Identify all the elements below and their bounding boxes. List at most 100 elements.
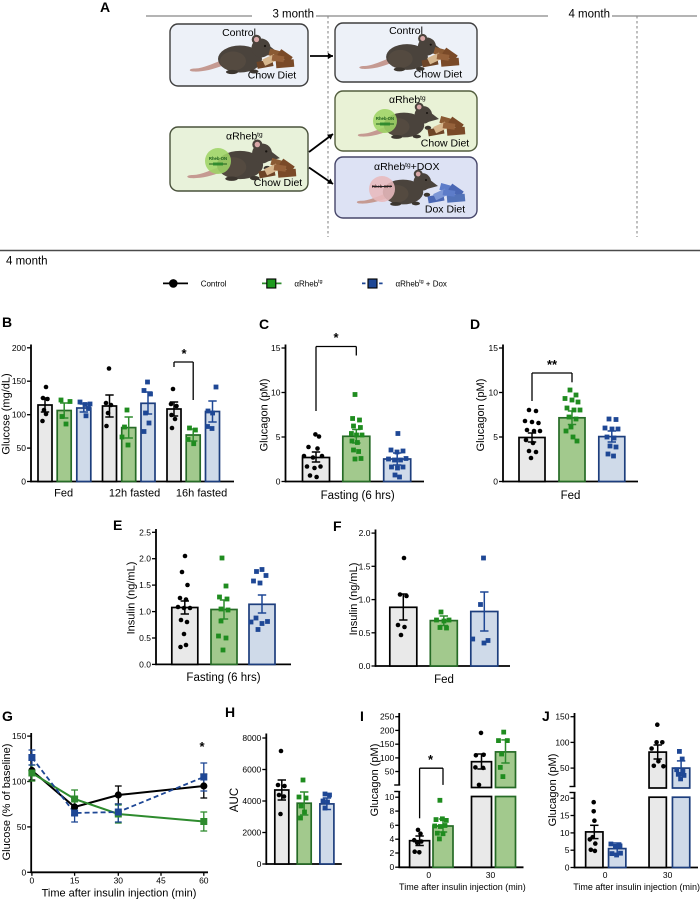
svg-text:0: 0	[21, 477, 26, 487]
svg-text:*: *	[428, 752, 434, 767]
svg-text:10: 10	[385, 792, 395, 802]
svg-text:0: 0	[493, 477, 498, 487]
svg-text:0.5: 0.5	[359, 628, 371, 638]
svg-text:15: 15	[271, 343, 281, 353]
svg-text:4 month: 4 month	[6, 256, 48, 268]
svg-text:10: 10	[271, 388, 281, 398]
svg-text:AUC: AUC	[229, 788, 241, 812]
svg-text:αRhebtg+DOX: αRhebtg+DOX	[374, 161, 439, 173]
svg-text:20: 20	[560, 793, 570, 803]
svg-text:3 month: 3 month	[272, 9, 314, 21]
svg-text:Chow Diet: Chow Diet	[248, 70, 297, 82]
svg-text:150: 150	[12, 731, 26, 741]
svg-text:2000: 2000	[242, 828, 261, 838]
svg-text:Time after insulin injection (: Time after insulin injection (min)	[399, 882, 526, 892]
svg-text:0: 0	[426, 870, 431, 880]
svg-text:50: 50	[560, 763, 570, 773]
svg-text:15: 15	[489, 343, 499, 353]
svg-text:8: 8	[389, 806, 394, 816]
svg-text:J: J	[542, 708, 550, 724]
svg-text:2: 2	[389, 848, 394, 858]
svg-text:Insulin (ng/mL): Insulin (ng/mL)	[348, 563, 360, 636]
svg-text:10: 10	[560, 828, 570, 838]
svg-text:Control: Control	[389, 25, 423, 37]
svg-text:150: 150	[555, 712, 569, 722]
svg-text:12h fasted: 12h fasted	[109, 488, 160, 500]
svg-text:30: 30	[663, 870, 673, 880]
svg-text:Time after insulin injection (: Time after insulin injection (min)	[42, 888, 197, 900]
svg-text:0: 0	[21, 867, 26, 877]
svg-text:150: 150	[380, 739, 394, 749]
svg-text:200: 200	[12, 343, 26, 353]
svg-text:*: *	[199, 739, 205, 754]
svg-text:5: 5	[276, 432, 281, 442]
svg-text:G: G	[2, 708, 13, 724]
svg-text:H: H	[225, 704, 235, 720]
svg-text:0: 0	[565, 863, 570, 873]
svg-text:0: 0	[30, 876, 35, 886]
svg-text:B: B	[2, 314, 12, 330]
svg-text:I: I	[360, 708, 364, 724]
svg-text:2.0: 2.0	[359, 528, 371, 538]
svg-text:4 month: 4 month	[568, 9, 610, 21]
svg-text:*: *	[333, 330, 339, 345]
svg-text:αRhebtg + Dox: αRhebtg + Dox	[396, 279, 447, 288]
svg-text:C: C	[259, 316, 269, 332]
svg-text:10: 10	[489, 388, 499, 398]
svg-text:100: 100	[380, 753, 394, 763]
svg-text:Dox Diet: Dox Diet	[425, 204, 465, 216]
svg-text:4000: 4000	[242, 796, 261, 806]
svg-text:Fed: Fed	[561, 490, 581, 502]
svg-text:2.5: 2.5	[139, 527, 151, 537]
svg-text:αRhebtg: αRhebtg	[389, 94, 426, 106]
svg-text:8000: 8000	[242, 733, 261, 743]
svg-text:0: 0	[389, 862, 394, 872]
svg-text:Glucose (mg/dL): Glucose (mg/dL)	[1, 373, 13, 454]
svg-text:100: 100	[555, 737, 569, 747]
svg-text:Glucagon (pM): Glucagon (pM)	[475, 379, 487, 452]
svg-text:100: 100	[12, 777, 26, 787]
svg-text:50: 50	[17, 822, 27, 832]
svg-text:Control: Control	[222, 27, 256, 39]
svg-text:250: 250	[380, 712, 394, 722]
svg-text:Chow Diet: Chow Diet	[254, 177, 303, 189]
svg-text:Glucagon (pM): Glucagon (pM)	[369, 744, 381, 817]
svg-text:0: 0	[603, 870, 608, 880]
svg-text:1.0: 1.0	[139, 607, 151, 617]
svg-text:Control: Control	[201, 279, 227, 288]
svg-text:Fasting (6 hrs): Fasting (6 hrs)	[186, 672, 260, 684]
svg-text:6: 6	[389, 820, 394, 830]
svg-text:*: *	[181, 346, 187, 361]
svg-text:Fasting (6 hrs): Fasting (6 hrs)	[321, 490, 395, 502]
svg-text:Chow Diet: Chow Diet	[421, 138, 470, 150]
svg-text:αRhebtg: αRhebtg	[226, 131, 263, 143]
svg-text:16h fasted: 16h fasted	[176, 488, 227, 500]
svg-text:6000: 6000	[242, 765, 261, 775]
svg-text:αRhebtg: αRhebtg	[294, 279, 322, 288]
svg-text:45: 45	[156, 876, 166, 886]
svg-text:Rheb-ON: Rheb-ON	[376, 116, 394, 121]
svg-text:30: 30	[114, 876, 124, 886]
svg-text:Glucagon (pM): Glucagon (pM)	[259, 379, 271, 452]
svg-text:0.0: 0.0	[139, 659, 151, 669]
svg-text:Glucagon (pM): Glucagon (pM)	[547, 754, 559, 827]
svg-text:1.5: 1.5	[359, 561, 371, 571]
svg-text:4: 4	[389, 834, 394, 844]
svg-text:30: 30	[486, 870, 496, 880]
svg-text:A: A	[100, 0, 110, 15]
svg-text:Chow Diet: Chow Diet	[414, 69, 463, 81]
svg-text:50: 50	[385, 767, 395, 777]
svg-text:5: 5	[493, 432, 498, 442]
svg-text:Time after insulin injection (: Time after insulin injection (min)	[573, 882, 700, 892]
svg-text:Fed: Fed	[434, 674, 454, 686]
svg-text:2.0: 2.0	[139, 554, 151, 564]
svg-text:60: 60	[199, 876, 209, 886]
svg-text:0: 0	[276, 477, 281, 487]
svg-text:0.0: 0.0	[359, 661, 371, 671]
svg-text:0: 0	[257, 859, 262, 869]
svg-text:**: **	[547, 357, 558, 372]
svg-text:15: 15	[70, 876, 80, 886]
svg-text:15: 15	[560, 811, 570, 821]
svg-text:Rheb-ON: Rheb-ON	[209, 156, 227, 161]
svg-text:1.0: 1.0	[359, 595, 371, 605]
